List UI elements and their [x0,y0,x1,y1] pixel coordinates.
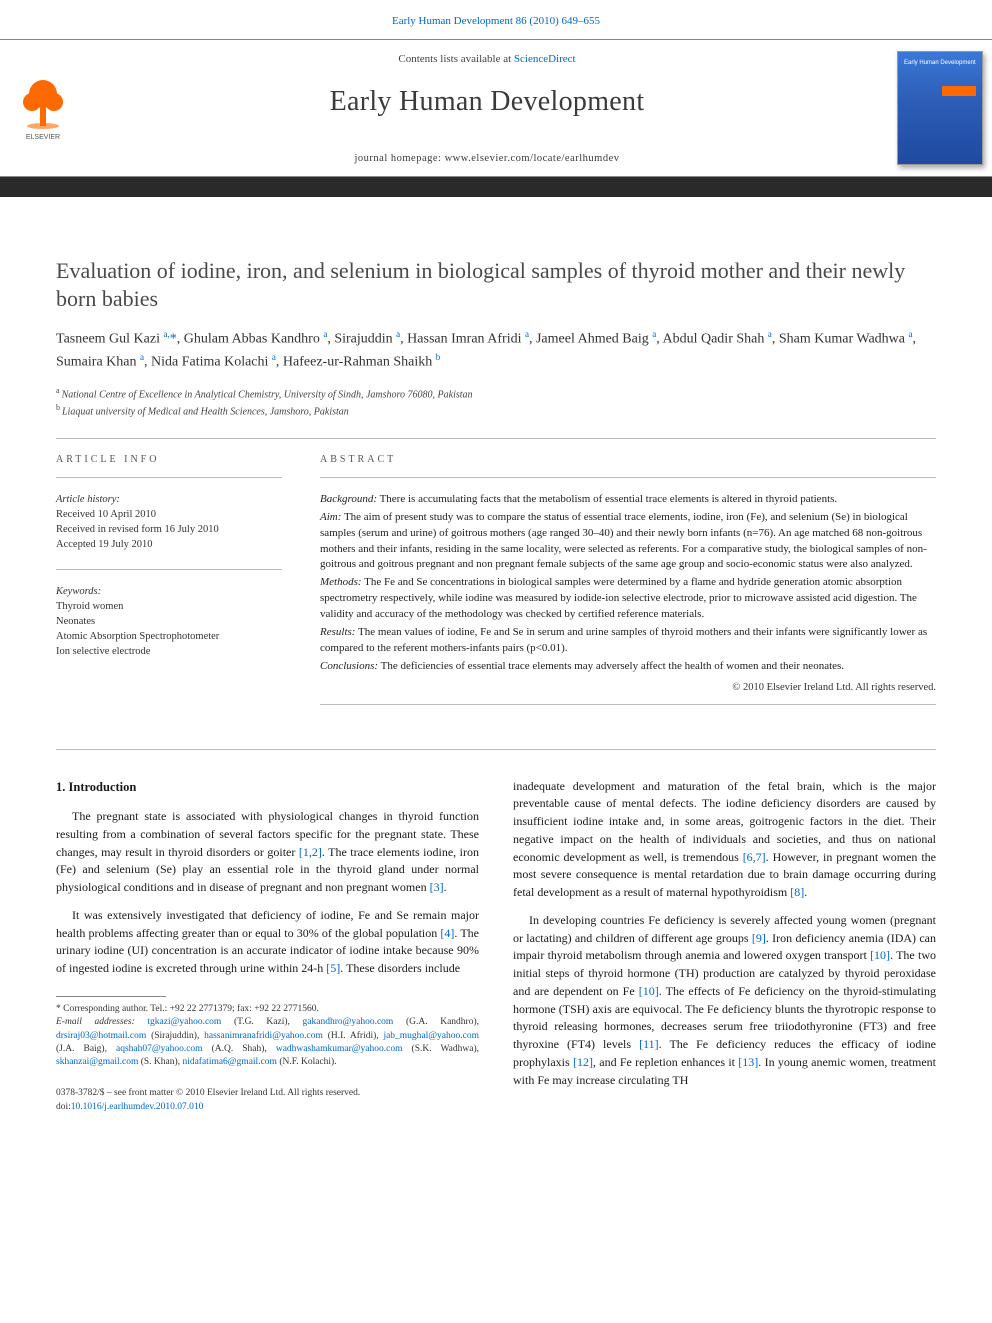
publisher-name: ELSEVIER [26,134,60,141]
email-link[interactable]: skhanzai@gmail.com [56,1057,138,1067]
front-matter-line: 0378-3782/$ – see front matter © 2010 El… [56,1087,479,1100]
doi-link[interactable]: 10.1016/j.earlhumdev.2010.07.010 [71,1102,204,1112]
citation-link[interactable]: Early Human Development 86 (2010) 649–65… [392,15,600,27]
history-line: Received 10 April 2010 [56,507,282,522]
elsevier-logo-icon: ELSEVIER [12,72,74,144]
section-divider [56,749,936,750]
ref-link[interactable]: [3] [430,880,444,894]
bottom-meta: 0378-3782/$ – see front matter © 2010 El… [56,1087,479,1114]
abstract-col: ABSTRACT Background: There is accumulati… [320,453,936,719]
abstract-head: ABSTRACT [320,453,936,467]
email-link[interactable]: hassanimranafridi@yahoo.com [204,1031,323,1041]
contents-prefix: Contents lists available at [398,53,513,65]
history-line: Received in revised form 16 July 2010 [56,522,282,537]
ref-link[interactable]: [1,2] [299,845,322,859]
journal-name: Early Human Development [86,82,888,121]
ref-link[interactable]: [13] [738,1055,758,1069]
ref-link[interactable]: [6,7] [743,850,766,864]
ref-link[interactable]: [10] [639,984,659,998]
email-link[interactable]: tgkazi@yahoo.com [147,1017,221,1027]
cover-title: Early Human Development [904,60,976,67]
corresponding-author: * Corresponding author. Tel.: +92 22 277… [56,1003,479,1016]
dark-band [0,177,992,197]
affiliations: aNational Centre of Excellence in Analyt… [56,385,936,420]
body-columns: 1. Introduction The pregnant state is as… [56,778,936,1114]
journal-cover-icon: Early Human Development [897,51,983,165]
keyword: Ion selective electrode [56,644,282,659]
divider [320,704,936,705]
masthead-cover-cell: Early Human Development [888,40,992,176]
keyword: Thyroid women [56,599,282,614]
info-abstract-row: ARTICLE INFO Article history: Received 1… [56,453,936,719]
footnote-rule [56,996,166,997]
article-history: Article history: Received 10 April 2010 … [56,492,282,553]
history-label: Article history: [56,492,282,507]
divider [56,569,282,570]
homepage-prefix: journal homepage: [355,153,445,164]
email-link[interactable]: aqshah07@yahoo.com [116,1044,203,1054]
email-link[interactable]: drsiraj03@hotmail.com [56,1031,146,1041]
doi-line: doi:10.1016/j.earlhumdev.2010.07.010 [56,1101,479,1114]
abstract-text: Background: There is accumulating facts … [320,492,936,675]
intro-para: The pregnant state is associated with ph… [56,808,479,897]
intro-para: inadequate development and maturation of… [513,778,936,902]
article-info-head: ARTICLE INFO [56,453,282,467]
ref-link[interactable]: [5] [326,961,340,975]
intro-para: It was extensively investigated that def… [56,907,479,978]
keywords-label: Keywords: [56,584,282,599]
emails-block: E-mail addresses: tgkazi@yahoo.com (T.G.… [56,1016,479,1069]
copyright-line: © 2010 Elsevier Ireland Ltd. All rights … [320,681,936,696]
masthead-center: Contents lists available at ScienceDirec… [86,40,888,176]
cover-badge-icon [942,86,976,96]
article-body: Evaluation of iodine, iron, and selenium… [0,197,992,1146]
homepage-line: journal homepage: www.elsevier.com/locat… [86,152,888,167]
homepage-url: www.elsevier.com/locate/earlhumdev [445,153,620,164]
keywords-block: Keywords: Thyroid women Neonates Atomic … [56,584,282,660]
contents-line: Contents lists available at ScienceDirec… [86,52,888,67]
article-title: Evaluation of iodine, iron, and selenium… [56,257,936,312]
ref-link[interactable]: [9] [752,931,766,945]
divider [56,477,282,478]
email-link[interactable]: wadhwashamkumar@yahoo.com [276,1044,403,1054]
ref-link[interactable]: [8] [790,885,804,899]
email-link[interactable]: jab_mughal@yahoo.com [383,1031,479,1041]
sciencedirect-link[interactable]: ScienceDirect [514,53,576,65]
doi-label: doi: [56,1102,71,1112]
intro-para: In developing countries Fe deficiency is… [513,912,936,1090]
citation-line: Early Human Development 86 (2010) 649–65… [0,0,992,39]
divider [320,477,936,478]
authors-line: Tasneem Gul Kazi a,*, Ghulam Abbas Kandh… [56,328,936,373]
intro-heading: 1. Introduction [56,778,479,797]
divider [56,438,936,439]
ref-link[interactable]: [12] [573,1055,593,1069]
keyword: Neonates [56,614,282,629]
article-info-col: ARTICLE INFO Article history: Received 1… [56,453,282,719]
history-line: Accepted 19 July 2010 [56,537,282,552]
keyword: Atomic Absorption Spectrophotometer [56,629,282,644]
email-link[interactable]: gakandhro@yahoo.com [303,1017,394,1027]
publisher-logo-cell: ELSEVIER [0,40,86,176]
ref-link[interactable]: [10] [870,948,890,962]
ref-link[interactable]: [4] [440,926,454,940]
email-link[interactable]: nidafatima6@gmail.com [182,1057,277,1067]
footnotes: * Corresponding author. Tel.: +92 22 277… [56,1003,479,1069]
masthead: ELSEVIER Contents lists available at Sci… [0,39,992,177]
ref-link[interactable]: [11] [639,1037,659,1051]
